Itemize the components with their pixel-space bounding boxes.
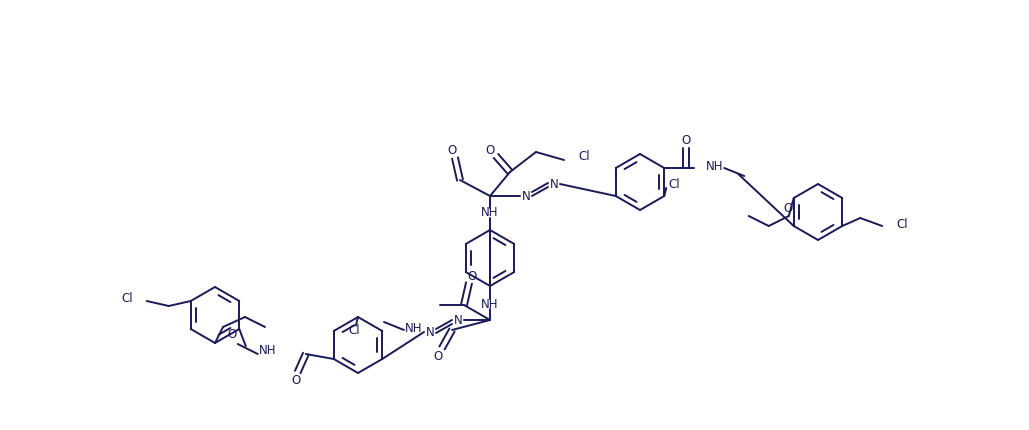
Text: O: O xyxy=(227,329,237,341)
Text: O: O xyxy=(433,350,442,362)
Text: Cl: Cl xyxy=(668,178,680,190)
Text: O: O xyxy=(291,374,300,387)
Text: N: N xyxy=(522,190,530,203)
Text: Cl: Cl xyxy=(578,150,590,163)
Text: NH: NH xyxy=(482,298,499,310)
Text: O: O xyxy=(448,144,457,157)
Text: NH: NH xyxy=(405,322,423,335)
Text: O: O xyxy=(467,270,476,283)
Text: O: O xyxy=(783,202,792,215)
Text: O: O xyxy=(486,144,495,157)
Text: Cl: Cl xyxy=(121,292,133,305)
Text: NH: NH xyxy=(259,344,277,357)
Text: N: N xyxy=(454,313,462,326)
Text: NH: NH xyxy=(706,160,723,172)
Text: Cl: Cl xyxy=(896,218,908,230)
Text: NH: NH xyxy=(482,206,499,219)
Text: N: N xyxy=(549,178,559,190)
Text: Cl: Cl xyxy=(348,325,360,338)
Text: N: N xyxy=(426,326,434,338)
Text: O: O xyxy=(681,135,690,147)
